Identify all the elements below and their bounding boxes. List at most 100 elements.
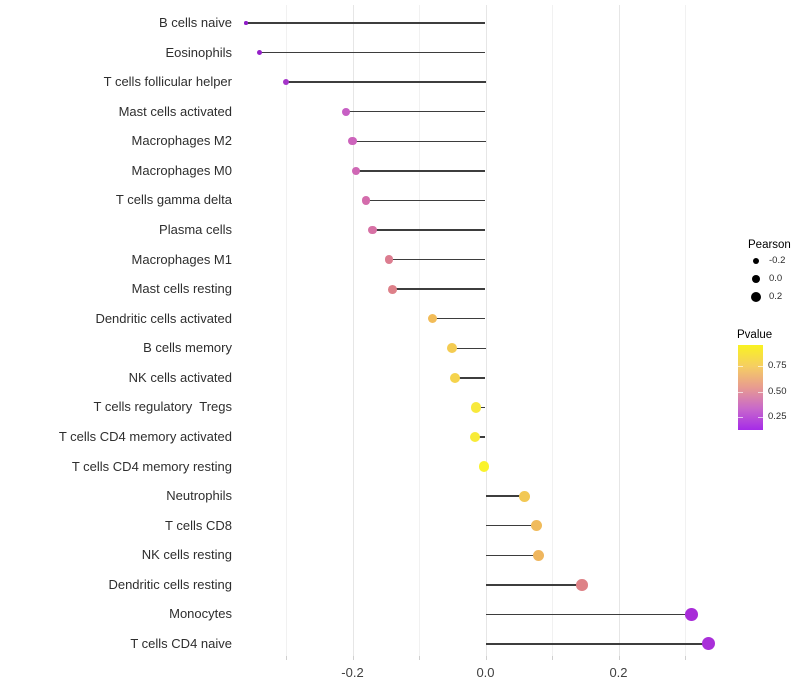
lollipop-dot (685, 608, 699, 621)
y-axis-label: NK cells activated (128, 369, 232, 385)
lollipop-stem (485, 584, 582, 586)
x-axis-tick (552, 656, 553, 660)
y-axis-label: B cells memory (143, 340, 232, 356)
lollipop-dot (701, 637, 715, 651)
legend-colorbar-tick (758, 392, 763, 393)
lollipop-stem (345, 110, 486, 113)
x-axis-tick (485, 656, 487, 660)
lollipop-stem (389, 258, 486, 261)
y-axis-label: Eosinophils (165, 44, 233, 60)
lollipop-stem (365, 199, 486, 202)
y-axis-label: Macrophages M2 (131, 133, 232, 149)
lollipop-dot (449, 372, 460, 383)
gridline-minor (286, 5, 287, 656)
lollipop-dot (469, 431, 480, 443)
x-axis-tick-label: 0.2 (609, 665, 628, 680)
lollipop-dot (361, 196, 370, 205)
lollipop-dot (387, 284, 397, 294)
y-axis-label: NK cells resting (141, 547, 232, 563)
lollipop-dot (576, 579, 588, 591)
lollipop-stem (454, 377, 486, 379)
y-axis-label: Neutrophils (166, 488, 232, 504)
lollipop-dot (282, 78, 290, 86)
lollipop-stem (485, 554, 539, 557)
lollipop-stem (259, 51, 486, 54)
lollipop-dot (348, 137, 357, 146)
x-axis-tick (286, 656, 287, 660)
y-axis-label: T cells CD8 (165, 517, 232, 533)
y-axis-label: Plasma cells (159, 221, 232, 237)
y-axis-label: T cells CD4 memory resting (71, 458, 232, 474)
legend-size-dot (750, 291, 762, 303)
y-axis-label: T cells regulatory Tregs (93, 399, 232, 415)
legend-size-label: 0.0 (769, 273, 783, 284)
legend-colorbar-tick (738, 417, 743, 418)
lollipop-dot (351, 166, 360, 175)
legend-colorbar-tick-label: 0.25 (768, 411, 787, 422)
y-axis-label: Mast cells resting (131, 281, 232, 297)
x-axis-tick (352, 656, 354, 660)
gridline-minor (552, 5, 553, 656)
legend-colorbar-tick (738, 366, 743, 367)
legend-colorbar-tick (738, 392, 743, 393)
lollipop-dot (471, 402, 482, 413)
lollipop-stem (372, 229, 486, 231)
legend-colorbar-tick-label: 0.75 (768, 360, 787, 371)
legend-colorbar-tick (758, 366, 763, 367)
x-axis-tick (685, 656, 686, 660)
legend-size-dot (751, 274, 761, 284)
x-axis-tick (419, 656, 420, 660)
lollipop-stem (485, 643, 709, 645)
gridline-major (485, 5, 487, 656)
y-axis-label: Macrophages M0 (131, 162, 232, 178)
lollipop-stem (474, 436, 486, 438)
y-axis-label: Dendritic cells resting (108, 576, 232, 592)
y-axis-label: Monocytes (169, 606, 232, 622)
x-axis-tick (618, 656, 620, 660)
lollipop-stem (452, 347, 486, 350)
lollipop-dot (518, 490, 530, 502)
legend-size-label: -0.2 (769, 255, 786, 266)
lollipop-dot (478, 461, 490, 472)
lollipop-dot (447, 343, 458, 354)
y-axis-label: Macrophages M1 (131, 251, 232, 267)
lollipop-stem (352, 140, 486, 143)
gridline-minor (685, 5, 686, 656)
lollipop-stem (432, 317, 486, 320)
legend-colorbar-tick (758, 417, 763, 418)
lollipop-dot (531, 520, 543, 532)
legend-size-dot (752, 257, 760, 265)
legend-title-pvalue: Pvalue (737, 329, 773, 341)
lollipop-stem (392, 288, 486, 290)
legend-size-label: 0.2 (769, 291, 783, 302)
gridline-minor (419, 5, 420, 656)
gridline-major (618, 5, 620, 656)
lollipop-dot (341, 107, 350, 116)
lollipop-dot (533, 549, 545, 561)
x-axis-tick-label: -0.2 (341, 665, 364, 680)
y-axis-label: T cells CD4 memory activated (58, 428, 232, 444)
lollipop-stem (485, 613, 692, 616)
legend-title-pearson: Pearson (748, 239, 791, 251)
y-axis-label: B cells naive (159, 15, 232, 30)
lollipop-stem (485, 524, 537, 527)
y-axis-label: Dendritic cells activated (95, 310, 232, 326)
lollipop-stem (246, 22, 486, 24)
y-axis-label: T cells gamma delta (115, 192, 232, 208)
lollipop-dot (384, 255, 394, 264)
lollipop-stem (485, 495, 525, 497)
legend-colorbar-tick-label: 0.50 (768, 386, 787, 397)
gridline-major (352, 5, 354, 656)
lollipop-dot (256, 49, 262, 56)
lollipop-dot (244, 21, 248, 25)
lollipop-stem (286, 81, 486, 83)
lollipop-dot (427, 313, 438, 324)
x-axis-tick-label: 0.0 (476, 665, 495, 680)
y-axis-label: Mast cells activated (118, 103, 232, 119)
lollipop-stem (355, 170, 486, 172)
legend-colorbar (738, 345, 763, 430)
lollipop-dot (368, 225, 377, 235)
y-axis-label: T cells follicular helper (103, 74, 232, 90)
y-axis-label: T cells CD4 naive (130, 635, 232, 651)
